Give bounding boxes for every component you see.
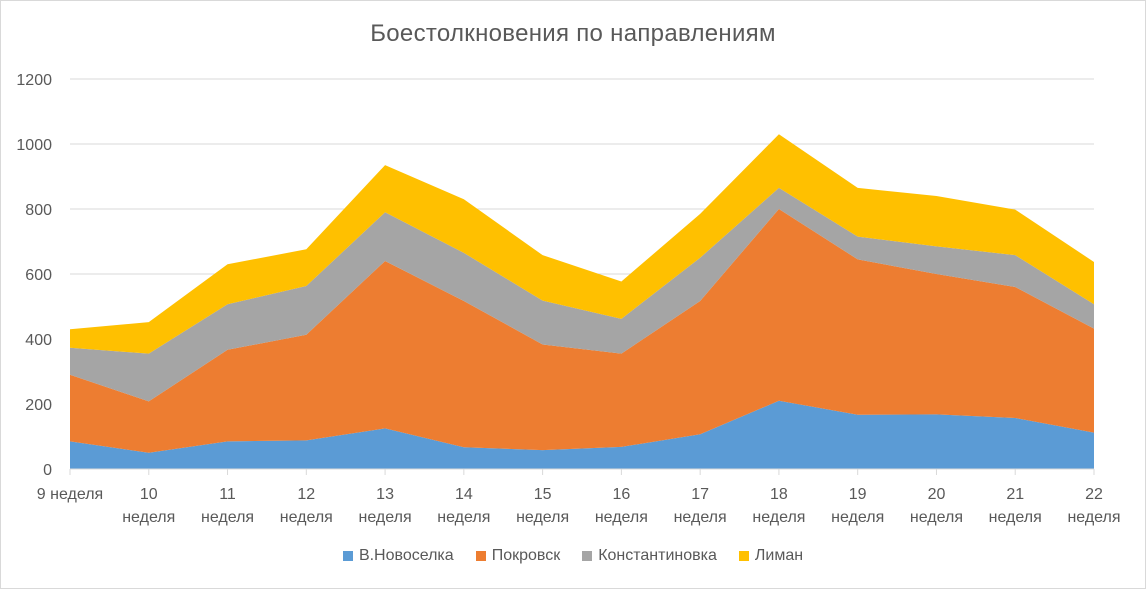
x-tick-label: неделя	[752, 509, 805, 526]
x-tick-label: 10	[140, 486, 158, 503]
legend-label: Лиман	[754, 547, 804, 564]
x-tick-label: неделя	[910, 509, 963, 526]
legend-item: В.Новоселка	[342, 547, 454, 565]
x-tick-label: неделя	[674, 509, 727, 526]
chart-title: Боестолкновения по направлениям	[370, 20, 776, 47]
legend-item: Лиман	[738, 547, 804, 565]
y-tick-label: 1200	[16, 72, 52, 89]
x-tick-label: 11	[219, 486, 236, 503]
legend-swatch	[582, 551, 593, 561]
legend-label: В.Новоселка	[358, 547, 454, 564]
x-tick-label: неделя	[437, 509, 490, 526]
x-tick-label: неделя	[595, 509, 648, 526]
x-tick-label: 12	[297, 486, 315, 503]
legend-swatch	[342, 551, 353, 561]
legend-label: Покровск	[491, 547, 561, 564]
legend-swatch	[738, 551, 749, 561]
area-series-1	[70, 400, 1094, 469]
x-tick-label: 21	[1006, 486, 1024, 503]
x-tick-label: 13	[376, 486, 394, 503]
area-series-4	[70, 134, 1094, 354]
area-series-3	[70, 187, 1094, 402]
x-tick-label: неделя	[201, 509, 254, 526]
y-tick-label: 200	[25, 397, 52, 414]
x-tick-label: 14	[455, 486, 473, 503]
legend-label: Константиновка	[598, 547, 717, 564]
y-tick-label: 800	[25, 202, 52, 219]
x-tick-label: 20	[928, 486, 946, 503]
legend-item: Константиновка	[582, 547, 717, 565]
x-tick-label: 9 неделя	[37, 486, 103, 503]
x-tick-label: неделя	[989, 509, 1042, 526]
area-series-2	[70, 209, 1094, 453]
x-tick-label: неделя	[359, 509, 412, 526]
x-tick-label: неделя	[1067, 509, 1120, 526]
x-tick-label: неделя	[831, 509, 884, 526]
x-tick-label: 22	[1085, 486, 1103, 503]
y-tick-label: 400	[25, 332, 52, 349]
legend-swatch	[475, 551, 486, 561]
x-tick-label: 17	[691, 486, 709, 503]
x-tick-label: 15	[534, 486, 552, 503]
y-tick-label: 1000	[16, 137, 52, 154]
y-tick-label: 0	[43, 462, 52, 479]
x-tick-label: неделя	[280, 509, 333, 526]
chart-legend: В.Новоселка Покровск Константиновка Лиман	[0, 547, 1146, 565]
x-tick-label: неделя	[122, 509, 175, 526]
x-tick-label: 19	[849, 486, 867, 503]
x-tick-label: неделя	[516, 509, 569, 526]
legend-item: Покровск	[475, 547, 561, 565]
x-tick-label: 18	[770, 486, 788, 503]
x-tick-label: 16	[612, 486, 630, 503]
y-tick-label: 600	[25, 267, 52, 284]
